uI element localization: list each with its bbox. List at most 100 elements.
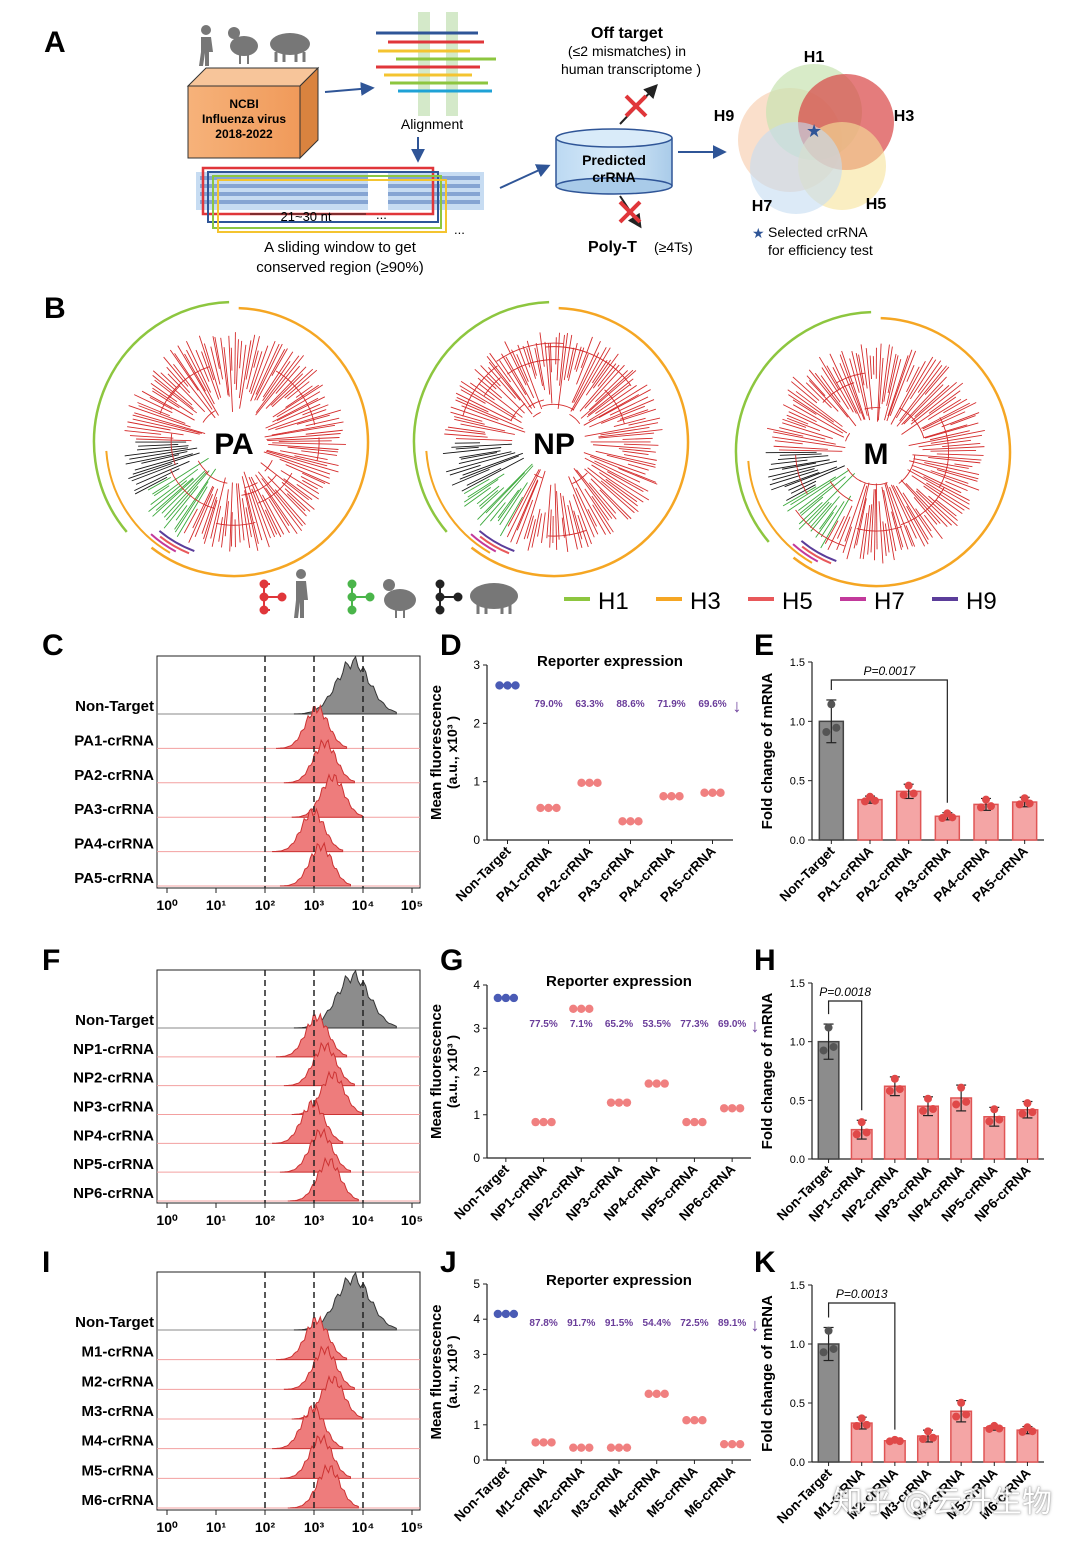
down-arrow-icon: ↓ xyxy=(751,1016,760,1036)
tree-branch xyxy=(936,453,984,456)
tree-branch xyxy=(486,356,533,415)
y-tick-label: 0.0 xyxy=(790,1457,805,1469)
replicate-point xyxy=(962,1097,971,1106)
tree-branch xyxy=(579,364,620,412)
tree-branch xyxy=(278,440,332,442)
tree-arc xyxy=(244,482,258,489)
tree-branch xyxy=(527,519,536,551)
tree-branch xyxy=(593,444,651,450)
tree-branch xyxy=(152,457,209,495)
panel-letter-a: A xyxy=(44,26,66,59)
tree-branch xyxy=(150,383,178,403)
tree-branch xyxy=(497,488,522,522)
tree-branch xyxy=(464,487,491,507)
histogram-row-label: NP4-crRNA xyxy=(73,1127,154,1144)
tree-arc xyxy=(900,487,945,526)
y-tick-label: 0.5 xyxy=(790,776,805,788)
tree-branch xyxy=(246,336,260,390)
tree-branch xyxy=(808,380,839,412)
human-chicken-pig-icons xyxy=(199,25,310,66)
tree-branch xyxy=(163,486,199,529)
tree-branch xyxy=(576,353,589,385)
y-tick-label: 4 xyxy=(473,1312,480,1326)
tree-arc xyxy=(241,474,277,496)
data-point xyxy=(547,1438,556,1447)
tree-branch xyxy=(774,440,803,445)
tree-branch xyxy=(261,478,303,532)
tree-icon-chicken xyxy=(347,579,375,615)
tree-branch xyxy=(592,353,619,389)
tree-branch xyxy=(613,417,646,427)
data-point xyxy=(727,1104,737,1113)
data-point xyxy=(698,1416,707,1425)
tree-branch xyxy=(461,405,499,421)
tree-center xyxy=(204,412,264,472)
replicate-point xyxy=(824,1326,833,1335)
replicate-point xyxy=(862,1420,871,1429)
replicate-point xyxy=(987,802,995,811)
tree-branch xyxy=(479,465,534,526)
tree-branch xyxy=(892,485,926,547)
tree-branch xyxy=(819,505,838,530)
tree-branch xyxy=(928,495,958,521)
tree-branch xyxy=(916,488,958,527)
tree-branch xyxy=(141,390,195,421)
y-tick-label: 3 xyxy=(473,1347,480,1361)
panel-letter-e: E xyxy=(754,629,774,662)
tree-branch xyxy=(598,429,663,438)
histogram-peak xyxy=(283,1345,355,1390)
y-axis-label: Mean fluorescence xyxy=(428,685,445,820)
tree-branch xyxy=(591,495,610,521)
chart-title: Reporter expression xyxy=(537,653,683,670)
db-line2: Influenza virus xyxy=(202,112,286,126)
tree-branch xyxy=(458,451,512,464)
tree-center xyxy=(524,412,584,472)
tree-branch xyxy=(132,452,200,475)
tree-branch xyxy=(859,512,868,559)
data-point xyxy=(577,778,586,788)
sliding-line2: conserved region (≥90%) xyxy=(256,259,423,276)
tree-branch xyxy=(779,453,822,456)
tree-center xyxy=(846,422,906,482)
histogram-row-label: Non-Target xyxy=(75,698,154,715)
ring-h9 xyxy=(158,530,195,552)
tree-branch xyxy=(954,463,973,468)
tree-arc xyxy=(159,366,210,414)
tree-branch xyxy=(267,476,307,517)
data-point xyxy=(626,817,635,826)
tree-icon-human xyxy=(259,579,287,615)
data-point xyxy=(644,1079,653,1088)
tree-branch xyxy=(238,344,247,399)
venn-label-h3: H3 xyxy=(894,108,915,125)
tree-branch xyxy=(459,450,501,459)
replicate-point xyxy=(924,1094,932,1103)
y-axis-label: Fold change of mRNA xyxy=(759,993,776,1150)
tree-branch xyxy=(271,421,344,436)
tree-branch xyxy=(499,482,528,526)
replicate-point xyxy=(890,1074,899,1083)
tree-branch xyxy=(901,396,957,435)
reduction-label: 89.1% xyxy=(718,1318,746,1329)
tree-arc xyxy=(169,385,181,399)
tree-branch xyxy=(827,515,845,551)
tree-branch xyxy=(229,482,233,552)
tree-branch xyxy=(869,355,873,380)
histogram-row-label: NP5-crRNA xyxy=(73,1156,154,1173)
tree-branch xyxy=(455,399,524,430)
predicted-crrna-cylinder: Predicted crRNA xyxy=(555,128,673,195)
reduction-label: 79.0% xyxy=(534,699,562,710)
reduction-label: 54.4% xyxy=(643,1318,671,1329)
ring-h3 xyxy=(792,316,1012,588)
tree-branch xyxy=(152,390,180,409)
tree-branch xyxy=(909,460,979,480)
tree-branch xyxy=(201,488,219,534)
tree-branch xyxy=(243,471,270,548)
data-point xyxy=(719,1439,729,1449)
tree-branch xyxy=(899,365,943,422)
tree-branch xyxy=(562,495,571,536)
panel-h-mrna-chart: 0.00.51.01.5Non-TargetNP1-crRNANP2-crRNA… xyxy=(759,978,1044,1225)
tree-branch xyxy=(152,370,193,406)
tree-branch xyxy=(595,450,656,466)
replicate-point xyxy=(1023,1099,1032,1108)
